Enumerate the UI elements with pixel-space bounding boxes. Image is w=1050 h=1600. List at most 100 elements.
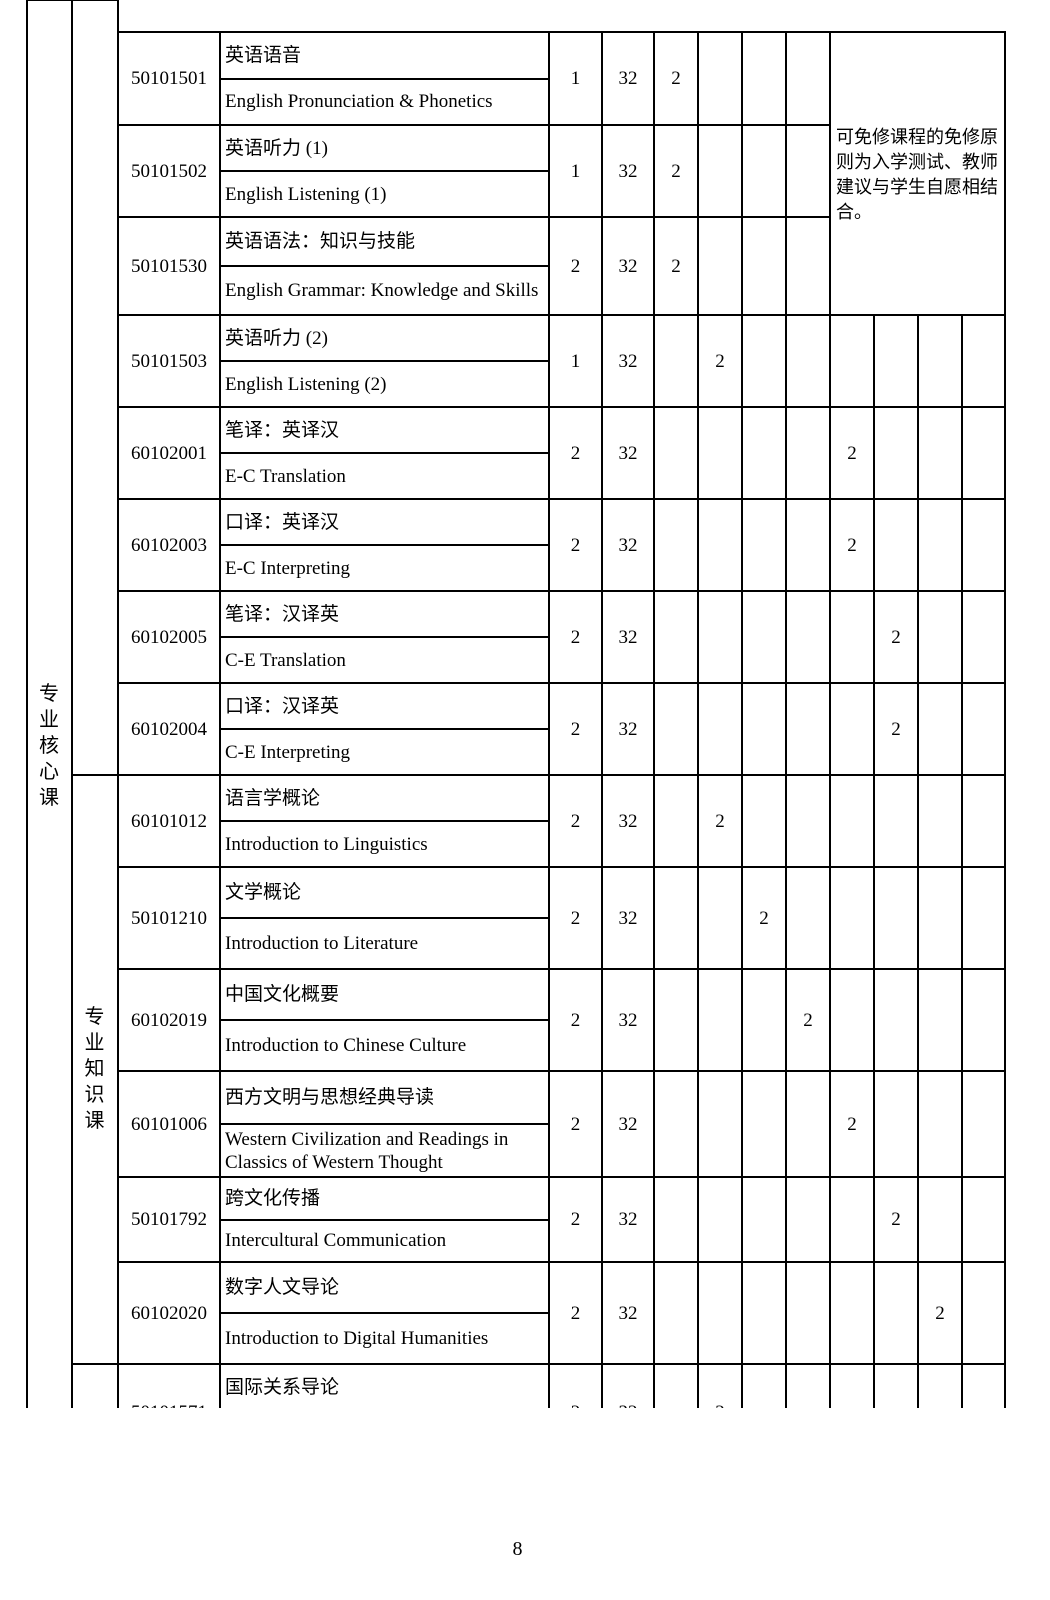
semester-cell [785,1363,831,1408]
semester-cell [653,1176,699,1263]
credits: 2 [548,774,603,868]
semester-cell [697,590,743,684]
hours: 32 [601,1261,655,1365]
semester-cell [697,1261,743,1365]
hours: 32 [601,590,655,684]
semester-cell [653,314,699,408]
semester-cell [917,1176,963,1263]
semester-cell [829,1176,875,1263]
course-name-en: English Pronunciation & Phonetics [225,91,493,113]
course-name-zh: 英语语音 [221,33,548,80]
course-code: 60102003 [117,498,221,592]
semester-cell [873,866,919,970]
semester-cell [697,406,743,500]
hours: 32 [601,124,655,218]
hours: 32 [601,1176,655,1263]
credits: 1 [548,124,603,218]
semester-cell [829,968,875,1072]
semester-cell: 2 [917,1261,963,1365]
course-name-en: English Grammar: Knowledge and Skills [225,280,539,301]
course-name-zh: 数字人文导论 [221,1263,548,1314]
semester-cell [741,124,787,218]
semester-cell [697,124,743,218]
credits: 2 [548,1363,603,1408]
course-name-en: Introduction to Chinese Culture [225,1035,467,1056]
semester-cell [741,1261,787,1365]
page-number: 8 [512,1538,523,1560]
semester-cell [741,774,787,868]
course-name-en: Western Civilization and Readings in Cla… [225,1128,509,1173]
semester-cell [741,1176,787,1263]
hours: 32 [601,314,655,408]
course-name: 笔译：汉译英 C-E Translation [219,590,550,684]
semester-cell [653,1363,699,1408]
semester-cell [785,406,831,500]
semester-cell [653,1070,699,1178]
course-name-zh: 英语语法：知识与技能 [221,218,548,267]
semester-cell [741,314,787,408]
course-code: 50101501 [117,31,221,126]
course-name: 英语听力 (1) English Listening (1) [219,124,550,218]
semester-cell [653,968,699,1072]
course-code: 60101006 [117,1070,221,1178]
course-name-zh: 国际关系导论 [221,1365,548,1408]
semester-cell: 2 [785,968,831,1072]
semester-cell [829,590,875,684]
course-name-zh: 文学概论 [221,868,548,919]
semester-cell [917,314,963,408]
semester-cell [653,866,699,970]
semester-cell [961,406,1006,500]
semester-cell [741,31,787,126]
semester-cell [785,1176,831,1263]
course-name: 西方文明与思想经典导读 Western Civilization and Read… [219,1070,550,1178]
semester-cell [961,968,1006,1072]
semester-cell [785,1261,831,1365]
semester-cell: 2 [653,124,699,218]
semester-cell [697,1176,743,1263]
category-knowledge-courses: 专业知识课 [71,774,119,1365]
hours: 32 [601,1363,655,1408]
course-name: 英语语音 English Pronunciation & Phonetics [219,31,550,126]
semester-cell [785,774,831,868]
semester-cell [785,866,831,970]
semester-cell [697,1070,743,1178]
course-name: 中国文化概要 Introduction to Chinese Culture [219,968,550,1072]
credits: 1 [548,314,603,408]
course-name-zh: 英语听力 (2) [221,316,548,362]
semester-cell [653,774,699,868]
semester-cell: 2 [697,1363,743,1408]
semester-cell [785,682,831,776]
course-name: 语言学概论 Introduction to Linguistics [219,774,550,868]
semester-cell [917,774,963,868]
credits: 2 [548,406,603,500]
hours: 32 [601,498,655,592]
credits: 2 [548,590,603,684]
credits: 2 [548,498,603,592]
semester-cell [961,498,1006,592]
semester-cell [873,314,919,408]
hours: 32 [601,31,655,126]
course-code: 50101571 [117,1363,221,1408]
semester-cell: 2 [741,866,787,970]
course-name-zh: 口译：英译汉 [221,500,548,546]
course-name: 英语听力 (2) English Listening (2) [219,314,550,408]
semester-cell [961,1363,1006,1408]
course-code: 60102005 [117,590,221,684]
semester-cell [829,866,875,970]
category-group-next [71,1363,119,1408]
semester-cell [785,314,831,408]
course-code: 60102019 [117,968,221,1072]
course-name-zh: 笔译：汉译英 [221,592,548,638]
semester-cell [917,968,963,1072]
hours: 32 [601,216,655,316]
semester-cell: 2 [653,31,699,126]
course-name-en: C-E Interpreting [225,741,351,763]
semester-cell [873,968,919,1072]
semester-cell [741,682,787,776]
semester-cell [785,31,831,126]
course-name-en: Introduction to Linguistics [225,833,428,855]
semester-cell [741,1070,787,1178]
hours: 32 [601,1070,655,1178]
semester-cell [829,1363,875,1408]
semester-cell [697,968,743,1072]
